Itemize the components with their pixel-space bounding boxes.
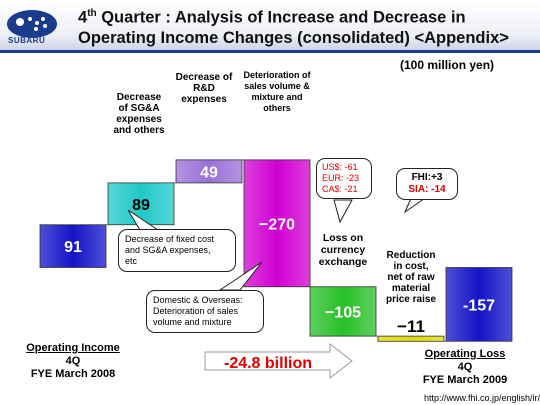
deterioration-value: −270 [259,216,295,233]
fx-label-line: Loss on [322,232,364,244]
rd-label-line: Decrease of [175,72,233,83]
cost-reduction-label-line: Reduction [386,250,436,261]
rd-label-line: R&D [193,83,215,94]
cost-reduction-label-line: in cost, [393,261,429,272]
page-title: 4th Quarter : Analysis of Increase and D… [78,4,538,48]
domestic-callout-line: Domestic & Overseas: [153,295,243,305]
sga-decrease-bar [107,182,175,226]
cost-reduction-label-line: material [391,283,431,294]
domestic-callout-line: volume and mixture [153,317,232,327]
fixed-cost-callout: Decrease of fixed cost and SG&A expenses… [118,229,236,272]
cost-reduction-label: Reduction in cost, net of raw material p… [378,250,444,305]
left-footer-title: Operating Income [26,342,120,354]
fx-loss-bar [309,286,377,337]
closing-loss-bar [445,267,513,342]
right-footer-quarter: 4Q [457,361,473,373]
brand-name: SUBARU [8,36,46,45]
sga-decrease-value: 89 [132,197,150,214]
deterioration-label-line: sales volume & [244,81,310,91]
header: SUBARU 4th Quarter : Analysis of Increas… [0,0,540,50]
right-footer-title: Operating Loss [424,348,506,360]
title-quarter-suffix: th [87,8,97,19]
fx-label-line: exchange [318,256,368,268]
left-footer-quarter: 4Q [65,355,81,367]
rd-decrease-value: 49 [200,164,218,181]
right-footer: Operating Loss 4Q FYE March 2009 [400,348,530,387]
deterioration-bar [243,159,311,288]
decrease-arrow-icon [204,342,353,380]
opening-income-value: 91 [64,239,82,256]
fixed-cost-callout-line: etc [125,256,138,266]
cost-reduction-bar [377,335,445,342]
rd-label: Decrease of R&D expenses [168,72,240,105]
fx-label: Loss on currency exchange [308,232,378,268]
currency-usd: US$: -61 [322,162,358,172]
domestic-callout: Domestic & Overseas: Deterioration of sa… [146,290,264,333]
fhi-value: FHI:+3 [411,172,443,183]
currency-eur: EUR: -23 [322,173,360,183]
source-url[interactable]: http://www.fhi.co.jp/english/ir/ [424,393,540,403]
cost-reduction-label-line: price raise [385,294,437,305]
closing-loss-value: -157 [463,297,495,314]
cost-reduction-value: −11 [397,317,425,336]
fixed-cost-callout-line: Decrease of fixed cost [125,234,215,244]
left-footer-fye: FYE March 2008 [30,368,116,380]
unit-label: (100 million yen) [400,58,495,72]
sga-label-line: of SG&A [118,103,160,114]
cost-reduction-label-line: net of raw [387,272,435,283]
decrease-total-text: -24.8 billion [224,355,312,372]
domestic-callout-line: Deterioration of sales [153,306,239,316]
fixed-cost-callout-line: and SG&A expenses, [125,245,211,255]
subaru-logo-icon [7,10,57,38]
deterioration-label: Deterioration of sales volume & mixture … [234,70,320,114]
opening-income-bar [39,224,107,268]
right-footer-fye: FYE March 2009 [422,374,508,386]
title-quarter-number: 4 [78,8,88,27]
currency-cad: CA$: -21 [322,184,358,194]
sga-label-line: expenses [116,114,162,125]
title-line1-text: Quarter : Analysis of Increase and Decre… [96,8,466,27]
currency-callout-tail [333,199,353,224]
deterioration-label-line: Deterioration of [243,70,311,80]
rd-label-line: expenses [181,94,227,105]
sga-label-line: Decrease [116,92,162,103]
title-line2: Operating Income Changes (consolidated) … [78,28,509,47]
fhi-sia-callout: FHI:+3 SIA: -14 [396,168,458,200]
sga-label: Decrease of SG&A expenses and others [104,92,174,136]
deterioration-label-line: others [263,103,291,113]
fx-loss-value: −105 [325,304,361,321]
rd-decrease-bar [175,159,243,184]
left-footer: Operating Income 4Q FYE March 2008 [8,342,138,381]
deterioration-label-line: mixture and [251,92,303,102]
fx-label-line: currency [320,244,366,256]
sia-value: SIA: -14 [408,184,446,195]
header-rule [0,50,540,53]
sga-label-line: and others [113,125,165,136]
currency-callout: US$: -61 EUR: -23 CA$: -21 [316,158,372,199]
